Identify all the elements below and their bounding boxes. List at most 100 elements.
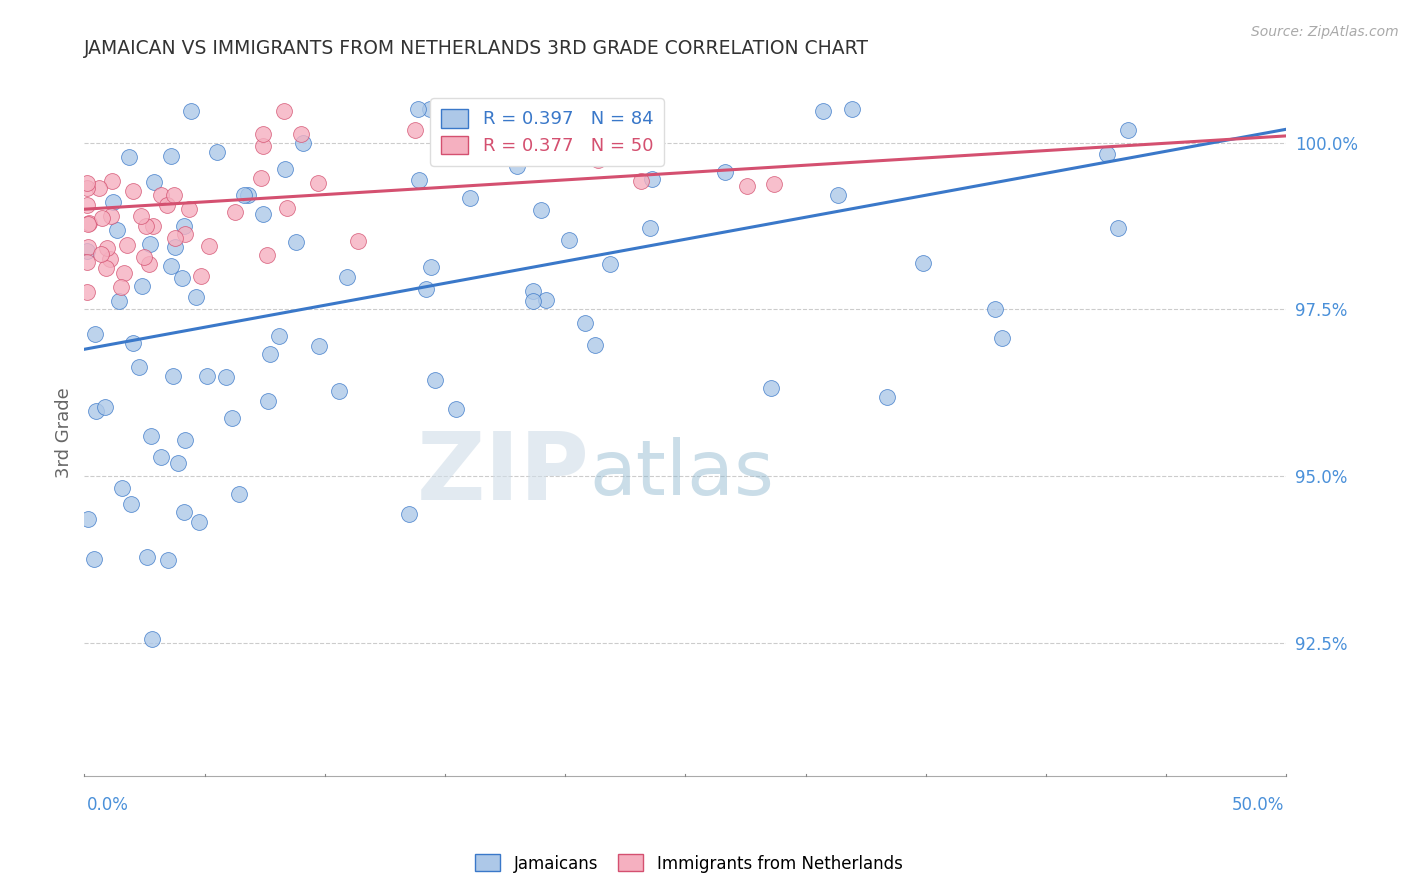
Point xyxy=(419,102,441,116)
Point xyxy=(129,209,152,223)
Point xyxy=(530,202,553,217)
Point xyxy=(404,123,426,137)
Point xyxy=(98,252,121,266)
Point xyxy=(273,161,295,176)
Point xyxy=(195,368,218,383)
Point xyxy=(273,104,295,119)
Point xyxy=(84,326,107,341)
Point xyxy=(84,404,107,418)
Point xyxy=(630,174,652,188)
Point xyxy=(420,260,443,275)
Point xyxy=(120,497,142,511)
Text: Source: ZipAtlas.com: Source: ZipAtlas.com xyxy=(1251,25,1399,39)
Point xyxy=(224,204,246,219)
Point xyxy=(205,145,228,160)
Point xyxy=(249,171,271,186)
Point xyxy=(252,139,274,153)
Point xyxy=(188,515,211,529)
Point xyxy=(77,240,100,254)
Point xyxy=(138,257,160,271)
Point xyxy=(76,244,98,258)
Point xyxy=(94,260,117,275)
Point xyxy=(122,184,145,198)
Point xyxy=(110,280,132,294)
Point xyxy=(444,401,467,416)
Point xyxy=(94,400,117,414)
Point xyxy=(228,487,250,501)
Point xyxy=(96,241,118,255)
Point xyxy=(150,450,173,465)
Point xyxy=(328,384,350,399)
Point xyxy=(139,429,162,443)
Point xyxy=(347,234,370,248)
Point xyxy=(238,187,260,202)
Text: 50.0%: 50.0% xyxy=(1232,796,1284,814)
Point xyxy=(1118,123,1140,137)
Point xyxy=(107,223,129,237)
Point xyxy=(624,102,647,116)
Point xyxy=(77,511,100,525)
Point xyxy=(759,381,782,395)
Point xyxy=(136,549,159,564)
Point xyxy=(76,254,98,268)
Point xyxy=(83,552,105,566)
Point xyxy=(77,216,100,230)
Legend: R = 0.397   N = 84, R = 0.377   N = 50: R = 0.397 N = 84, R = 0.377 N = 50 xyxy=(430,98,664,166)
Point xyxy=(640,171,662,186)
Point xyxy=(599,257,621,271)
Point xyxy=(131,278,153,293)
Point xyxy=(156,198,179,212)
Point xyxy=(91,211,114,226)
Point xyxy=(180,103,202,118)
Point xyxy=(574,316,596,330)
Point xyxy=(100,209,122,223)
Point xyxy=(150,188,173,202)
Point xyxy=(252,127,274,141)
Point xyxy=(89,181,111,195)
Point xyxy=(232,188,254,202)
Point xyxy=(291,136,314,151)
Point xyxy=(408,172,430,186)
Point xyxy=(408,102,430,116)
Point xyxy=(163,231,186,245)
Point xyxy=(269,328,291,343)
Point xyxy=(276,201,298,215)
Point xyxy=(139,237,162,252)
Point xyxy=(132,250,155,264)
Point xyxy=(167,456,190,470)
Point xyxy=(190,269,212,284)
Point xyxy=(101,174,124,188)
Point xyxy=(586,153,609,167)
Point xyxy=(284,235,307,250)
Point xyxy=(583,338,606,352)
Y-axis label: 3rd Grade: 3rd Grade xyxy=(55,387,73,478)
Point xyxy=(827,187,849,202)
Point xyxy=(160,259,183,273)
Point xyxy=(173,219,195,233)
Point xyxy=(1095,147,1118,161)
Point xyxy=(76,198,98,212)
Point xyxy=(252,207,274,221)
Point xyxy=(160,149,183,163)
Point xyxy=(256,394,278,409)
Point xyxy=(534,293,557,307)
Point xyxy=(876,390,898,404)
Point xyxy=(115,237,138,252)
Point xyxy=(714,165,737,179)
Point xyxy=(76,176,98,190)
Point xyxy=(256,248,278,262)
Point xyxy=(184,290,207,304)
Point xyxy=(90,247,112,261)
Point xyxy=(173,505,195,519)
Point xyxy=(638,220,661,235)
Point xyxy=(163,187,186,202)
Point xyxy=(762,177,785,191)
Point xyxy=(735,179,758,194)
Point xyxy=(76,181,98,195)
Point xyxy=(174,227,197,241)
Point xyxy=(558,233,581,247)
Point xyxy=(170,271,193,285)
Text: JAMAICAN VS IMMIGRANTS FROM NETHERLANDS 3RD GRADE CORRELATION CHART: JAMAICAN VS IMMIGRANTS FROM NETHERLANDS … xyxy=(84,39,869,58)
Point xyxy=(221,411,243,425)
Point xyxy=(156,553,179,567)
